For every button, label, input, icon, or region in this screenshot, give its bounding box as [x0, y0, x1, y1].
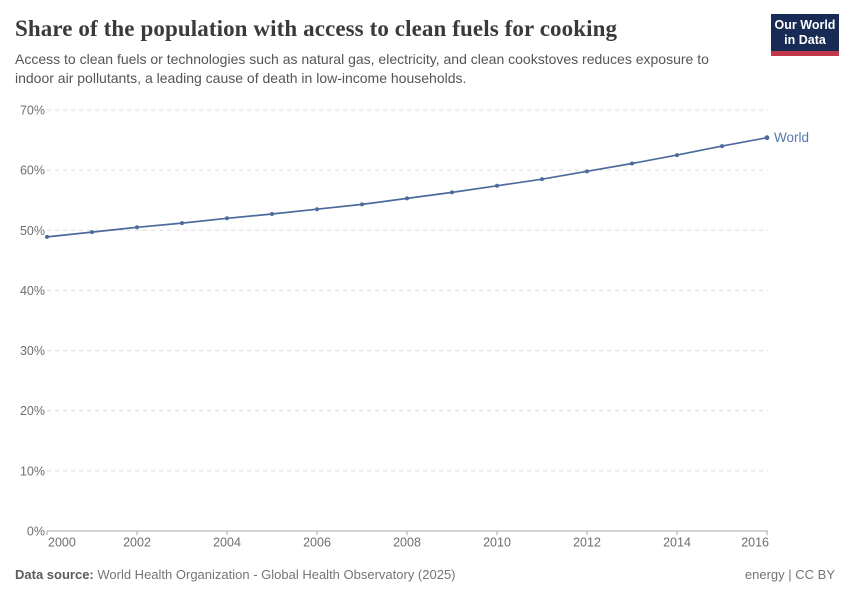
y-axis-tick-label: 40% [20, 284, 45, 298]
data-point [180, 221, 184, 226]
y-axis-tick-label: 50% [20, 224, 45, 238]
y-axis-tick-label: 10% [20, 464, 45, 478]
x-axis-tick-label: 2004 [213, 536, 241, 550]
data-point [720, 144, 724, 149]
x-axis-tick-label: 2002 [123, 536, 151, 550]
data-point [585, 169, 589, 174]
y-axis-tick-label: 30% [20, 344, 45, 358]
x-axis-tick-label: 2008 [393, 536, 421, 550]
data-point [495, 183, 499, 188]
y-axis-tick-label: 70% [20, 104, 45, 118]
y-axis-tick-label: 0% [27, 525, 45, 539]
x-axis-tick-label: 2000 [48, 536, 76, 550]
world-series-line [46, 136, 768, 238]
data-point [225, 216, 229, 221]
data-point [270, 212, 274, 217]
x-axis-tick-label: 2016 [741, 536, 769, 550]
data-point [540, 177, 544, 182]
data-point [360, 202, 364, 207]
x-axis-tick-label: 2010 [483, 536, 511, 550]
data-source: Data source: World Health Organization -… [15, 567, 456, 582]
data-point [45, 234, 49, 239]
data-point [315, 207, 319, 212]
data-point [405, 196, 409, 201]
data-source-value: World Health Organization - Global Healt… [93, 567, 456, 582]
data-point [675, 153, 679, 158]
chart-subtitle: Access to clean fuels or technologies su… [15, 51, 709, 86]
license-note: energy | CC BY [744, 567, 835, 582]
owid-logo: Our World in Data [771, 14, 839, 56]
owid-logo-line2: in Data [784, 32, 826, 47]
owid-logo-line1: Our World [774, 18, 836, 32]
data-point [450, 190, 454, 195]
data-source-label: Data source: [15, 567, 94, 582]
x-axis-tick-label: 2006 [303, 536, 331, 550]
x-axis-tick-label: 2014 [663, 536, 691, 550]
data-point [135, 225, 139, 230]
page-title: Share of the population with access to c… [15, 16, 618, 41]
series-end-label: World [774, 130, 809, 145]
data-point [764, 135, 770, 141]
x-axis-tick-label: 2012 [573, 536, 601, 550]
data-point [90, 230, 94, 235]
y-axis-tick-label: 60% [20, 164, 45, 178]
data-point [630, 161, 634, 166]
chart-footer: Data source: World Health Organization -… [15, 567, 835, 582]
y-axis-tick-label: 20% [20, 404, 45, 418]
